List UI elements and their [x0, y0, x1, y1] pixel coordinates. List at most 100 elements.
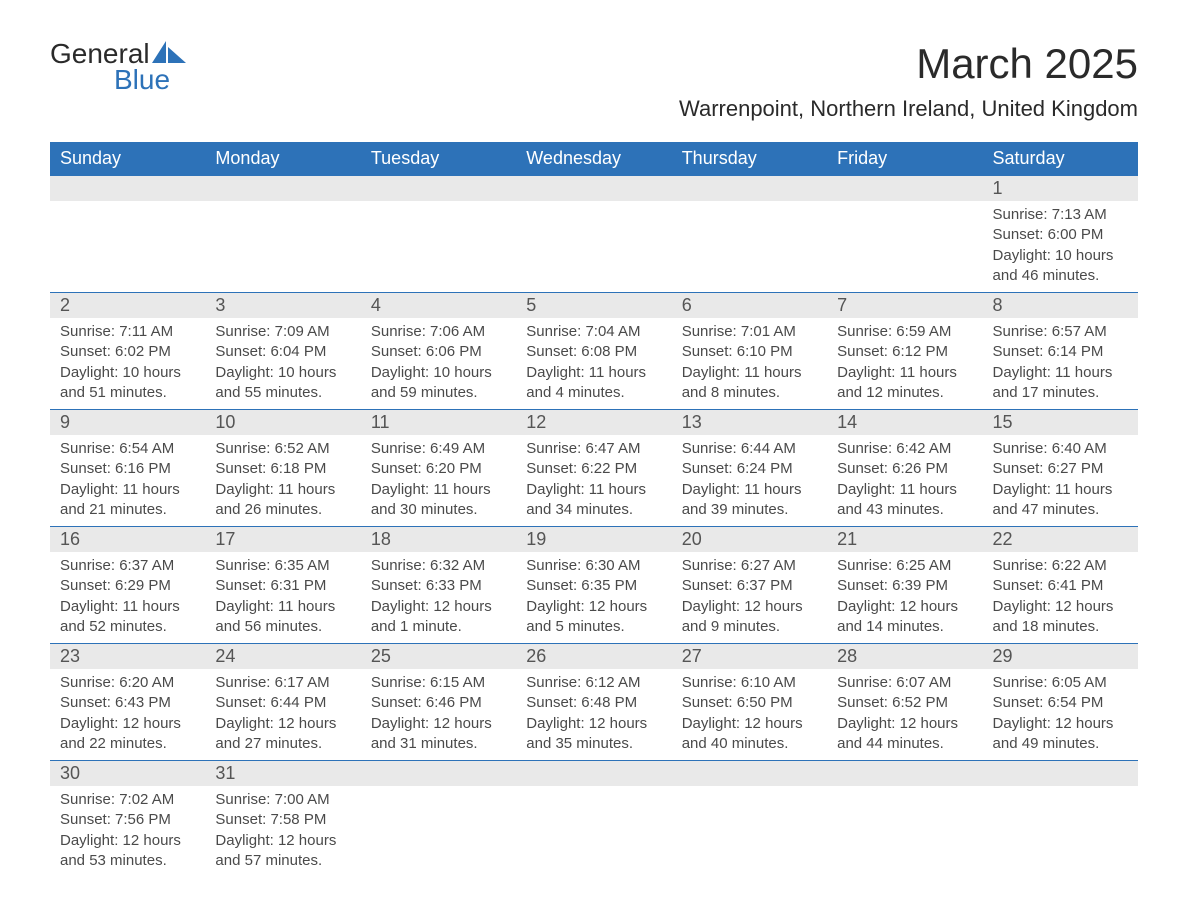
day-cell — [516, 761, 671, 878]
day-number-empty — [827, 761, 982, 786]
sunset-text: Sunset: 6:33 PM — [371, 576, 506, 596]
day-cell: 23Sunrise: 6:20 AMSunset: 6:43 PMDayligh… — [50, 644, 205, 761]
day-cell: 17Sunrise: 6:35 AMSunset: 6:31 PMDayligh… — [205, 527, 360, 644]
sunrise-text: Sunrise: 6:30 AM — [526, 556, 661, 576]
sunrise-text: Sunrise: 6:15 AM — [371, 673, 506, 693]
sunset-text: Sunset: 6:37 PM — [682, 576, 817, 596]
daylight-text: Daylight: 12 hours and 35 minutes. — [526, 714, 661, 755]
day-number: 22 — [983, 527, 1138, 552]
day-content-empty — [516, 201, 671, 261]
sunrise-text: Sunrise: 6:49 AM — [371, 439, 506, 459]
sunrise-text: Sunrise: 6:25 AM — [837, 556, 972, 576]
daylight-text: Daylight: 11 hours and 34 minutes. — [526, 480, 661, 521]
daylight-text: Daylight: 12 hours and 22 minutes. — [60, 714, 195, 755]
day-cell: 21Sunrise: 6:25 AMSunset: 6:39 PMDayligh… — [827, 527, 982, 644]
sunset-text: Sunset: 6:43 PM — [60, 693, 195, 713]
weekday-header: Wednesday — [516, 142, 671, 176]
daylight-text: Daylight: 12 hours and 40 minutes. — [682, 714, 817, 755]
sunset-text: Sunset: 6:54 PM — [993, 693, 1128, 713]
day-cell — [672, 176, 827, 293]
day-content: Sunrise: 6:22 AMSunset: 6:41 PMDaylight:… — [983, 552, 1138, 643]
day-number: 24 — [205, 644, 360, 669]
daylight-text: Daylight: 12 hours and 31 minutes. — [371, 714, 506, 755]
day-content: Sunrise: 6:15 AMSunset: 6:46 PMDaylight:… — [361, 669, 516, 760]
day-number: 1 — [983, 176, 1138, 201]
day-number: 16 — [50, 527, 205, 552]
daylight-text: Daylight: 10 hours and 46 minutes. — [993, 246, 1128, 287]
day-number: 13 — [672, 410, 827, 435]
day-content-empty — [361, 786, 516, 846]
daylight-text: Daylight: 12 hours and 53 minutes. — [60, 831, 195, 872]
day-number: 10 — [205, 410, 360, 435]
day-content-empty — [672, 786, 827, 846]
day-cell: 19Sunrise: 6:30 AMSunset: 6:35 PMDayligh… — [516, 527, 671, 644]
sunset-text: Sunset: 6:52 PM — [837, 693, 972, 713]
day-content: Sunrise: 6:44 AMSunset: 6:24 PMDaylight:… — [672, 435, 827, 526]
week-row: 23Sunrise: 6:20 AMSunset: 6:43 PMDayligh… — [50, 644, 1138, 761]
day-cell: 11Sunrise: 6:49 AMSunset: 6:20 PMDayligh… — [361, 410, 516, 527]
day-number-empty — [827, 176, 982, 201]
sunrise-text: Sunrise: 6:32 AM — [371, 556, 506, 576]
day-cell: 13Sunrise: 6:44 AMSunset: 6:24 PMDayligh… — [672, 410, 827, 527]
day-content: Sunrise: 6:07 AMSunset: 6:52 PMDaylight:… — [827, 669, 982, 760]
day-number: 20 — [672, 527, 827, 552]
day-cell — [50, 176, 205, 293]
sunrise-text: Sunrise: 7:04 AM — [526, 322, 661, 342]
day-cell: 27Sunrise: 6:10 AMSunset: 6:50 PMDayligh… — [672, 644, 827, 761]
sunset-text: Sunset: 6:00 PM — [993, 225, 1128, 245]
day-cell: 24Sunrise: 6:17 AMSunset: 6:44 PMDayligh… — [205, 644, 360, 761]
sunset-text: Sunset: 6:39 PM — [837, 576, 972, 596]
day-cell: 31Sunrise: 7:00 AMSunset: 7:58 PMDayligh… — [205, 761, 360, 878]
day-number: 2 — [50, 293, 205, 318]
day-cell — [205, 176, 360, 293]
day-content-empty — [827, 786, 982, 846]
day-number: 11 — [361, 410, 516, 435]
week-row: 30Sunrise: 7:02 AMSunset: 7:56 PMDayligh… — [50, 761, 1138, 878]
sunset-text: Sunset: 6:50 PM — [682, 693, 817, 713]
day-content: Sunrise: 7:06 AMSunset: 6:06 PMDaylight:… — [361, 318, 516, 409]
daylight-text: Daylight: 12 hours and 49 minutes. — [993, 714, 1128, 755]
daylight-text: Daylight: 12 hours and 57 minutes. — [215, 831, 350, 872]
sunrise-text: Sunrise: 6:37 AM — [60, 556, 195, 576]
week-row: 2Sunrise: 7:11 AMSunset: 6:02 PMDaylight… — [50, 293, 1138, 410]
day-cell: 16Sunrise: 6:37 AMSunset: 6:29 PMDayligh… — [50, 527, 205, 644]
day-cell: 10Sunrise: 6:52 AMSunset: 6:18 PMDayligh… — [205, 410, 360, 527]
day-number-empty — [516, 176, 671, 201]
title-block: March 2025 Warrenpoint, Northern Ireland… — [679, 40, 1138, 122]
daylight-text: Daylight: 11 hours and 8 minutes. — [682, 363, 817, 404]
day-content: Sunrise: 7:02 AMSunset: 7:56 PMDaylight:… — [50, 786, 205, 877]
brand-name-part2: Blue — [114, 66, 186, 94]
daylight-text: Daylight: 12 hours and 27 minutes. — [215, 714, 350, 755]
day-number-empty — [516, 761, 671, 786]
week-row: 1 Sunrise: 7:13 AMSunset: 6:00 PMDaylight… — [50, 176, 1138, 293]
sunrise-text: Sunrise: 6:47 AM — [526, 439, 661, 459]
sunrise-text: Sunrise: 6:59 AM — [837, 322, 972, 342]
daylight-text: Daylight: 11 hours and 12 minutes. — [837, 363, 972, 404]
day-number: 15 — [983, 410, 1138, 435]
weekday-header: Tuesday — [361, 142, 516, 176]
daylight-text: Daylight: 12 hours and 44 minutes. — [837, 714, 972, 755]
sunrise-text: Sunrise: 7:13 AM — [993, 205, 1128, 225]
brand-logo: General Blue — [50, 40, 186, 94]
day-content: Sunrise: 7:09 AMSunset: 6:04 PMDaylight:… — [205, 318, 360, 409]
day-number-empty — [205, 176, 360, 201]
day-number-empty — [672, 176, 827, 201]
sunset-text: Sunset: 7:58 PM — [215, 810, 350, 830]
day-cell: 12Sunrise: 6:47 AMSunset: 6:22 PMDayligh… — [516, 410, 671, 527]
day-number-empty — [361, 176, 516, 201]
day-content: Sunrise: 7:11 AMSunset: 6:02 PMDaylight:… — [50, 318, 205, 409]
day-content: Sunrise: 6:57 AMSunset: 6:14 PMDaylight:… — [983, 318, 1138, 409]
sunrise-text: Sunrise: 7:00 AM — [215, 790, 350, 810]
day-content: Sunrise: 6:17 AMSunset: 6:44 PMDaylight:… — [205, 669, 360, 760]
day-number: 5 — [516, 293, 671, 318]
day-content-empty — [50, 201, 205, 261]
sunset-text: Sunset: 6:41 PM — [993, 576, 1128, 596]
sunrise-text: Sunrise: 6:12 AM — [526, 673, 661, 693]
daylight-text: Daylight: 12 hours and 1 minute. — [371, 597, 506, 638]
sunrise-text: Sunrise: 6:52 AM — [215, 439, 350, 459]
sunrise-text: Sunrise: 6:20 AM — [60, 673, 195, 693]
day-cell: 9Sunrise: 6:54 AMSunset: 6:16 PMDaylight… — [50, 410, 205, 527]
daylight-text: Daylight: 11 hours and 43 minutes. — [837, 480, 972, 521]
daylight-text: Daylight: 11 hours and 39 minutes. — [682, 480, 817, 521]
sunrise-text: Sunrise: 6:40 AM — [993, 439, 1128, 459]
